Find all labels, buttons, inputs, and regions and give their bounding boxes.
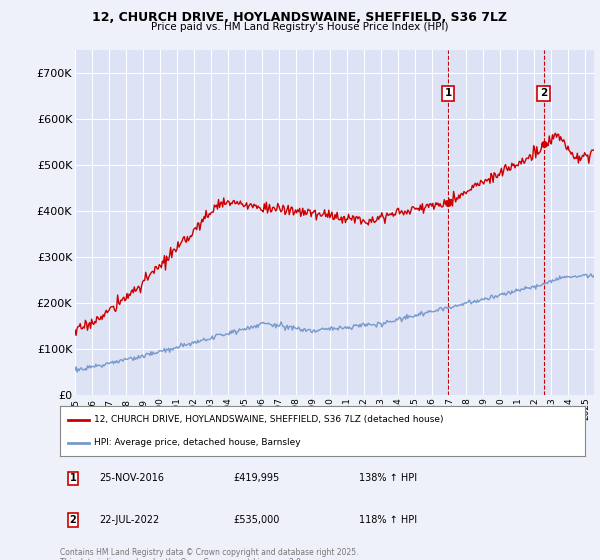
Text: 2: 2	[70, 515, 77, 525]
Text: 1: 1	[445, 88, 452, 99]
Text: 12, CHURCH DRIVE, HOYLANDSWAINE, SHEFFIELD, S36 7LZ (detached house): 12, CHURCH DRIVE, HOYLANDSWAINE, SHEFFIE…	[94, 415, 443, 424]
Text: 22-JUL-2022: 22-JUL-2022	[100, 515, 160, 525]
Text: 1: 1	[70, 473, 77, 483]
Text: £419,995: £419,995	[233, 473, 280, 483]
Text: 138% ↑ HPI: 138% ↑ HPI	[359, 473, 418, 483]
Text: 25-NOV-2016: 25-NOV-2016	[100, 473, 164, 483]
Text: HPI: Average price, detached house, Barnsley: HPI: Average price, detached house, Barn…	[94, 438, 301, 447]
Text: 2: 2	[540, 88, 547, 99]
Text: 12, CHURCH DRIVE, HOYLANDSWAINE, SHEFFIELD, S36 7LZ: 12, CHURCH DRIVE, HOYLANDSWAINE, SHEFFIE…	[92, 11, 508, 24]
Text: Price paid vs. HM Land Registry's House Price Index (HPI): Price paid vs. HM Land Registry's House …	[151, 22, 449, 32]
Text: 118% ↑ HPI: 118% ↑ HPI	[359, 515, 418, 525]
Text: £535,000: £535,000	[233, 515, 280, 525]
Text: Contains HM Land Registry data © Crown copyright and database right 2025.
This d: Contains HM Land Registry data © Crown c…	[60, 548, 359, 560]
